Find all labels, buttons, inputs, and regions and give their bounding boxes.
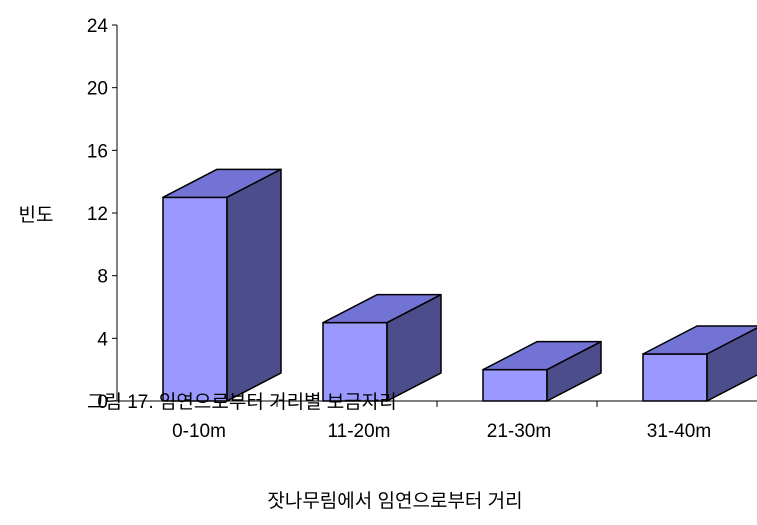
bar-side-face	[226, 168, 282, 402]
x-tick-label: 11-20m	[327, 421, 390, 442]
bar-side-face	[386, 293, 442, 402]
bar-0-10m	[162, 168, 282, 402]
bar-front-face	[162, 196, 228, 402]
y-tick-label: 8	[97, 267, 108, 288]
x-axis-title: 잣나무림에서 임연으로부터 거리	[267, 490, 522, 512]
bar-side-face	[706, 327, 757, 402]
y-tick-label: 12	[87, 204, 108, 225]
x-tick-label: 0-10m	[172, 421, 226, 442]
bar-31-40m	[642, 325, 757, 402]
y-tick-label: 20	[87, 79, 108, 100]
bar-11-20m	[322, 293, 442, 402]
y-axis-title: 빈도	[19, 204, 54, 226]
bar-front-face	[482, 368, 548, 402]
bar-front-face	[322, 321, 388, 402]
bars	[162, 168, 757, 402]
bar-21-30m	[482, 340, 602, 402]
x-tick-label: 21-30m	[487, 421, 551, 442]
y-tick-label: 0	[97, 392, 108, 413]
y-tick-label: 4	[97, 329, 108, 350]
bar-front-face	[642, 353, 708, 402]
y-tick-label: 24	[87, 16, 109, 37]
y-tick-labels: 0 4 8 12 16 20 24	[87, 16, 109, 413]
x-tick-label: 31-40m	[647, 421, 711, 442]
bar-top-face	[642, 325, 757, 355]
x-tick-labels: 0-10m 11-20m 21-30m 31-40m	[172, 421, 711, 442]
y-tick-label: 16	[87, 141, 108, 162]
figure-caption: 그림 17. 임연으로부터 거리별 보금자리	[87, 391, 397, 413]
bar-side-face	[546, 340, 602, 402]
